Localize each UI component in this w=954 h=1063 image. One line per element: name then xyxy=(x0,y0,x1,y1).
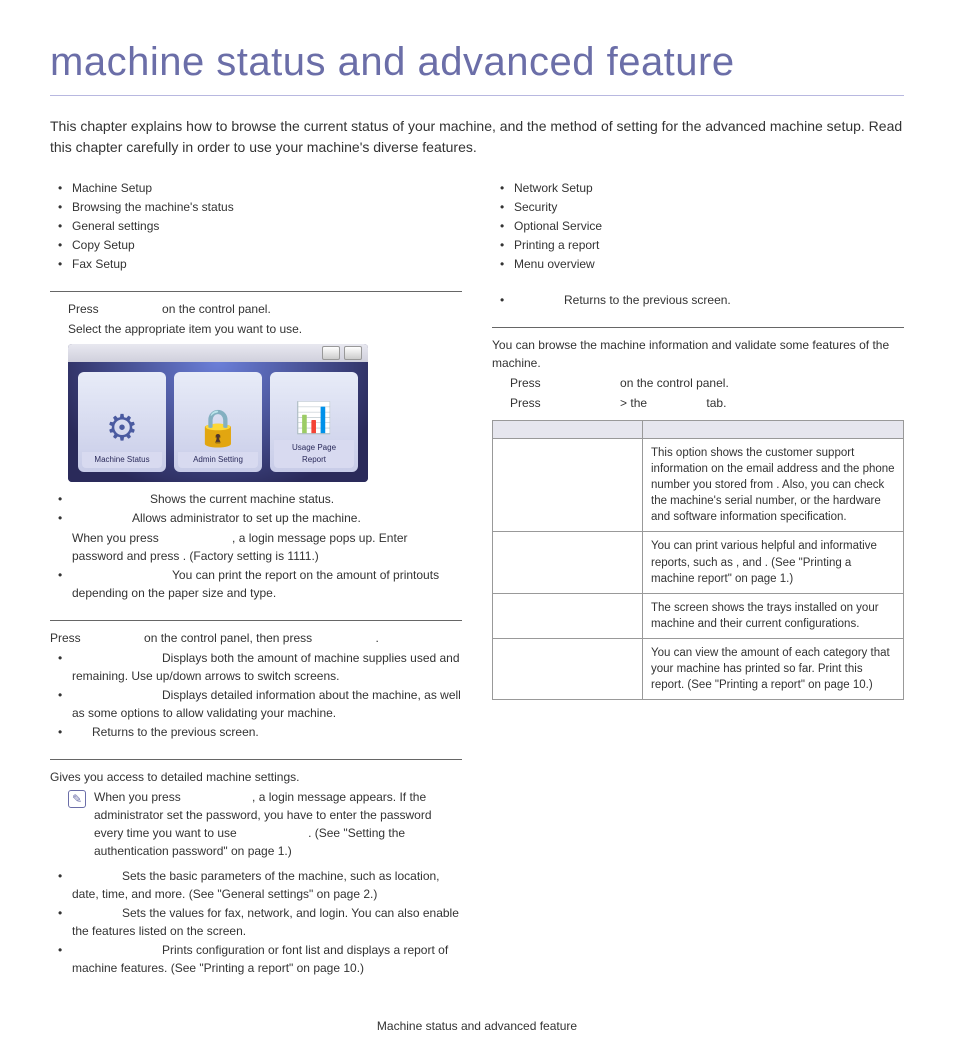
options-table: This option shows the customer support i… xyxy=(492,420,904,700)
panel-card-usage-report: 📊 Usage PageReport xyxy=(270,372,358,472)
page-title: machine status and advanced feature xyxy=(50,40,904,96)
table-row: You can view the amount of each category… xyxy=(493,638,904,699)
table-cell: You can view the amount of each category… xyxy=(643,638,904,699)
section-divider xyxy=(50,759,462,760)
toc-item[interactable]: Browsing the machine's status xyxy=(50,198,462,216)
back-item: Returns to the previous screen. xyxy=(492,291,904,309)
table-cell: The screen shows the trays installed on … xyxy=(643,593,904,638)
step-text: Press on the control panel. xyxy=(510,374,904,392)
feature-item: Shows the current machine status. xyxy=(50,490,462,508)
chart-icon: 📊 xyxy=(295,404,332,434)
chapter-intro: This chapter explains how to browse the … xyxy=(50,116,904,158)
note-text: When you press , a login message appears… xyxy=(94,788,462,860)
toc-item[interactable]: Copy Setup xyxy=(50,236,462,254)
label: Shows the current machine status. xyxy=(150,492,334,506)
table-row: This option shows the customer support i… xyxy=(493,439,904,532)
control-panel-screenshot: ⚙ Machine Status 🔒 Admin Setting 📊 Usage… xyxy=(68,344,368,482)
section-divider xyxy=(492,327,904,328)
step-text: Press > the tab. xyxy=(510,394,904,412)
toc-columns: Machine Setup Browsing the machine's sta… xyxy=(50,178,904,995)
status-item: Displays detailed information about the … xyxy=(50,686,462,722)
note-box: ✎ When you press , a login message appea… xyxy=(50,788,462,866)
toc-item[interactable]: General settings xyxy=(50,217,462,235)
label: on the control panel. xyxy=(162,302,271,316)
table-cell: This option shows the customer support i… xyxy=(643,439,904,532)
note-icon: ✎ xyxy=(68,790,86,808)
table-row: The screen shows the trays installed on … xyxy=(493,593,904,638)
status-item: Displays both the amount of machine supp… xyxy=(50,649,462,685)
panel-card-label: Usage PageReport xyxy=(274,440,354,468)
admin-item: Sets the values for fax, network, and lo… xyxy=(50,904,462,940)
label: Press xyxy=(68,302,99,316)
panel-icon xyxy=(344,346,362,360)
toc-item[interactable]: Security xyxy=(492,198,904,216)
toc-item[interactable]: Network Setup xyxy=(492,179,904,197)
browse-intro: You can browse the machine information a… xyxy=(492,336,904,372)
step-text: Press on the control panel. xyxy=(68,300,462,318)
panel-card-admin-setting: 🔒 Admin Setting xyxy=(174,372,262,472)
toc-item[interactable]: Optional Service xyxy=(492,217,904,235)
toc-left: Machine Setup Browsing the machine's sta… xyxy=(50,179,462,273)
section-divider xyxy=(50,620,462,621)
section-divider xyxy=(50,291,462,292)
label: You can print the report on the amount o… xyxy=(72,568,439,600)
lock-icon: 🔒 xyxy=(196,410,241,446)
footer-title: Machine status and advanced feature xyxy=(377,1019,577,1033)
label: Allows administrator to set up the machi… xyxy=(132,511,361,525)
step-text: Press on the control panel, then press . xyxy=(50,629,462,647)
table-cell: You can print various helpful and inform… xyxy=(643,532,904,593)
toc-item[interactable]: Fax Setup xyxy=(50,255,462,273)
panel-icon xyxy=(322,346,340,360)
toc-item[interactable]: Machine Setup xyxy=(50,179,462,197)
feature-item: You can print the report on the amount o… xyxy=(50,566,462,602)
table-row: You can print various helpful and inform… xyxy=(493,532,904,593)
step-text: Select the appropriate item you want to … xyxy=(68,320,462,338)
status-item: Returns to the previous screen. xyxy=(50,723,462,741)
admin-item: Prints configuration or font list and di… xyxy=(50,941,462,977)
panel-card-label: Machine Status xyxy=(82,452,162,468)
table-header xyxy=(643,421,904,439)
toc-item[interactable]: Printing a report xyxy=(492,236,904,254)
toc-item[interactable]: Menu overview xyxy=(492,255,904,273)
gear-icon: ⚙ xyxy=(106,410,138,446)
toc-right: Network Setup Security Optional Service … xyxy=(492,179,904,273)
admin-intro: Gives you access to detailed machine set… xyxy=(50,768,462,786)
admin-item: Sets the basic parameters of the machine… xyxy=(50,867,462,903)
feature-item: Allows administrator to set up the machi… xyxy=(50,509,462,565)
panel-card-machine-status: ⚙ Machine Status xyxy=(78,372,166,472)
table-header xyxy=(493,421,643,439)
panel-card-label: Admin Setting xyxy=(178,452,258,468)
sub-text: When you press , a login message pops up… xyxy=(72,529,462,565)
